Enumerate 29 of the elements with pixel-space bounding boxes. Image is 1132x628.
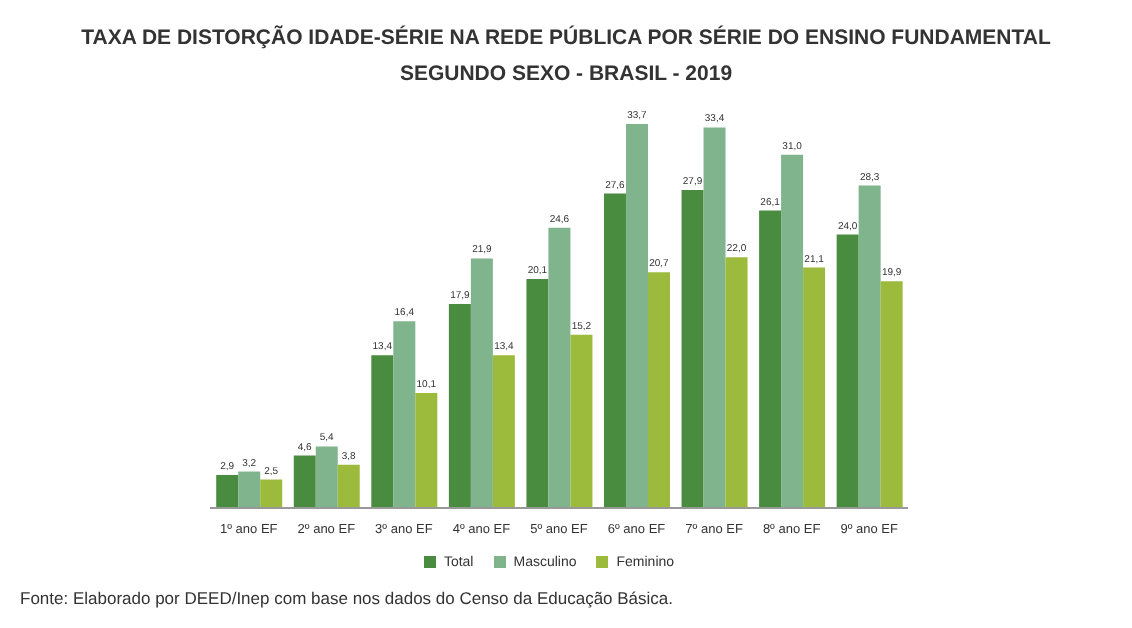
bar (880, 281, 903, 508)
bar (315, 446, 338, 508)
bar (492, 355, 515, 508)
bar (858, 185, 881, 508)
bar (415, 392, 438, 508)
bar (216, 474, 239, 508)
bar (238, 471, 261, 508)
bar (836, 234, 859, 508)
bar (625, 124, 648, 508)
source-note: Fonte: Elaborado por DEED/Inep com base nos dados do Censo da Educação Básica. (20, 588, 674, 608)
bar (647, 272, 670, 508)
bar (759, 210, 782, 508)
bar (293, 455, 316, 508)
bar (470, 258, 493, 508)
bar (448, 304, 471, 508)
chart-title: TAXA DE DISTORÇÃO IDADE-SÉRIE NA REDE PÚBLICA POR SÉRIE DO ENSINO FUNDAMENTAL SEGUNDO SEXO - BRASIL - 2019 (79, 23, 1053, 90)
bar (548, 227, 571, 508)
bar (570, 334, 593, 508)
bar (260, 479, 283, 508)
bar (781, 154, 804, 508)
bar (526, 278, 549, 508)
bar (681, 190, 704, 508)
bar (703, 127, 726, 508)
bar (393, 321, 416, 508)
bar (337, 464, 360, 508)
bar (603, 193, 626, 508)
bar (371, 355, 394, 508)
bar (725, 257, 748, 508)
bar (803, 267, 826, 508)
